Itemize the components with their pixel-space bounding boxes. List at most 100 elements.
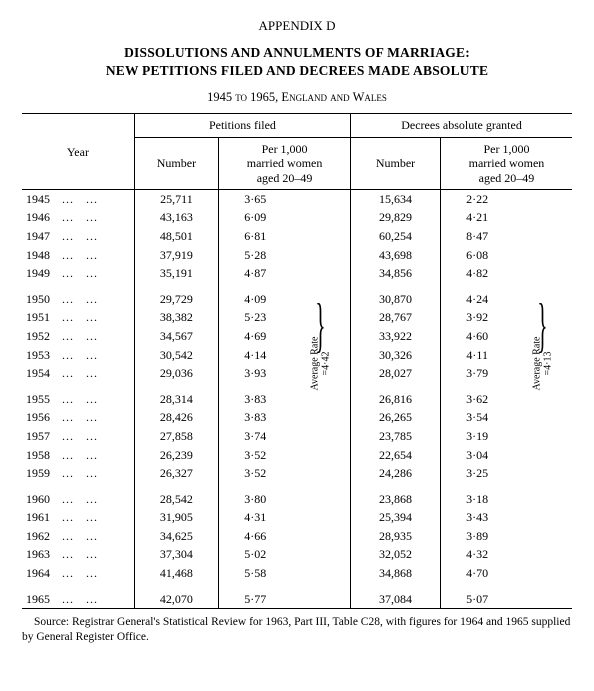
cell-decrees-number: 29,829: [351, 209, 441, 228]
cell-petitions-number: 38,382: [134, 309, 218, 328]
cell-year: 1949 ... ...: [22, 264, 134, 283]
page-title: DISSOLUTIONS AND ANNULMENTS OF MARRIAGE:…: [22, 44, 572, 80]
table-row: 1965 ... ...42,0705·7737,0845·07: [22, 590, 572, 609]
cell-avg-petitions: [292, 490, 351, 583]
cell-petitions-rate: 3·52: [219, 446, 292, 465]
cell-decrees-rate: 3·54: [440, 409, 513, 428]
cell-petitions-number: 28,542: [134, 490, 218, 509]
cell-petitions-rate: 3·74: [219, 427, 292, 446]
cell-decrees-rate: 3·04: [440, 446, 513, 465]
cell-year: 1954 ... ...: [22, 364, 134, 383]
cell-year: 1955 ... ...: [22, 390, 134, 409]
cell-decrees-number: 60,254: [351, 227, 441, 246]
cell-year: 1945 ... ...: [22, 190, 134, 209]
title-line-2: NEW PETITIONS FILED AND DECREES MADE ABS…: [106, 63, 488, 78]
cell-petitions-number: 37,919: [134, 246, 218, 265]
cell-decrees-number: 30,326: [351, 346, 441, 365]
cell-petitions-rate: 4·14: [219, 346, 292, 365]
spacer-row: [22, 583, 572, 590]
cell-petitions-rate: 3·83: [219, 390, 292, 409]
cell-decrees-rate: 3·89: [440, 527, 513, 546]
spacer-row: [22, 383, 572, 390]
cell-petitions-rate: 3·80: [219, 490, 292, 509]
cell-petitions-rate: 3·83: [219, 409, 292, 428]
cell-decrees-number: 32,052: [351, 546, 441, 565]
cell-petitions-rate: 4·09: [219, 290, 292, 309]
cell-petitions-number: 34,567: [134, 327, 218, 346]
cell-petitions-number: 37,304: [134, 546, 218, 565]
cell-decrees-rate: 3·43: [440, 509, 513, 528]
cell-decrees-rate: 2·22: [440, 190, 513, 209]
cell-decrees-rate: 4·24: [440, 290, 513, 309]
cell-petitions-rate: 4·69: [219, 327, 292, 346]
cell-petitions-number: 34,625: [134, 527, 218, 546]
title-line-1: DISSOLUTIONS AND ANNULMENTS OF MARRIAGE:: [124, 45, 470, 60]
header-petitions-per1000: Per 1,000 married women aged 20–49: [219, 137, 351, 189]
cell-petitions-number: 48,501: [134, 227, 218, 246]
cell-petitions-rate: 4·87: [219, 264, 292, 283]
cell-petitions-rate: 6·81: [219, 227, 292, 246]
cell-year: 1959 ... ...: [22, 464, 134, 483]
cell-decrees-number: 15,634: [351, 190, 441, 209]
header-decrees-number: Number: [351, 137, 441, 189]
cell-petitions-number: 28,314: [134, 390, 218, 409]
table-header: Year Petitions filed Decrees absolute gr…: [22, 114, 572, 190]
header-petitions: Petitions filed: [134, 114, 350, 137]
cell-year: 1963 ... ...: [22, 546, 134, 565]
cell-year: 1960 ... ...: [22, 490, 134, 509]
cell-decrees-number: 23,785: [351, 427, 441, 446]
cell-year: 1957 ... ...: [22, 427, 134, 446]
cell-year: 1948 ... ...: [22, 246, 134, 265]
cell-decrees-rate: 4·70: [440, 564, 513, 583]
cell-petitions-number: 27,858: [134, 427, 218, 446]
cell-avg-decrees: [513, 490, 572, 583]
cell-petitions-number: 29,729: [134, 290, 218, 309]
appendix-label: APPENDIX D: [22, 18, 572, 34]
cell-petitions-rate: 3·93: [219, 364, 292, 383]
cell-decrees-rate: 3·25: [440, 464, 513, 483]
page: APPENDIX D DISSOLUTIONS AND ANNULMENTS O…: [0, 0, 594, 644]
cell-petitions-rate: 5·77: [219, 590, 292, 609]
cell-petitions-rate: 6·09: [219, 209, 292, 228]
table-row: 1950 ... ...29,7294·09}Average Rate=4·42…: [22, 290, 572, 309]
cell-decrees-number: 25,394: [351, 509, 441, 528]
cell-petitions-number: 35,191: [134, 264, 218, 283]
cell-decrees-number: 28,767: [351, 309, 441, 328]
cell-year: 1951 ... ...: [22, 309, 134, 328]
cell-year: 1965 ... ...: [22, 590, 134, 609]
cell-year: 1961 ... ...: [22, 509, 134, 528]
table-row: 1960 ... ...28,5423·8023,8683·18: [22, 490, 572, 509]
cell-avg-petitions: [292, 390, 351, 483]
spacer-row: [22, 483, 572, 490]
table-row: 1945 ... ...25,7113·6515,6342·22: [22, 190, 572, 209]
cell-decrees-rate: 4·21: [440, 209, 513, 228]
cell-decrees-rate: 3·62: [440, 390, 513, 409]
cell-decrees-number: 43,698: [351, 246, 441, 265]
spacer-row: [22, 283, 572, 290]
data-table: Year Petitions filed Decrees absolute gr…: [22, 113, 572, 609]
table-body: 1945 ... ...25,7113·6515,6342·221946 ...…: [22, 190, 572, 609]
cell-decrees-rate: 5·07: [440, 590, 513, 609]
cell-decrees-number: 22,654: [351, 446, 441, 465]
cell-petitions-number: 31,905: [134, 509, 218, 528]
cell-decrees-number: 28,027: [351, 364, 441, 383]
cell-year: 1947 ... ...: [22, 227, 134, 246]
cell-year: 1958 ... ...: [22, 446, 134, 465]
cell-decrees-number: 26,816: [351, 390, 441, 409]
cell-petitions-number: 41,468: [134, 564, 218, 583]
cell-petitions-number: 42,070: [134, 590, 218, 609]
cell-decrees-rate: 8·47: [440, 227, 513, 246]
cell-petitions-number: 26,239: [134, 446, 218, 465]
header-petitions-number: Number: [134, 137, 218, 189]
cell-decrees-number: 28,935: [351, 527, 441, 546]
cell-year: 1953 ... ...: [22, 346, 134, 365]
cell-petitions-rate: 4·31: [219, 509, 292, 528]
cell-petitions-number: 25,711: [134, 190, 218, 209]
cell-decrees-number: 23,868: [351, 490, 441, 509]
cell-avg-decrees: [513, 190, 572, 283]
cell-petitions-number: 43,163: [134, 209, 218, 228]
cell-decrees-rate: 4·82: [440, 264, 513, 283]
cell-petitions-rate: 5·23: [219, 309, 292, 328]
cell-avg-decrees: [513, 390, 572, 483]
cell-avg-petitions: [292, 190, 351, 283]
